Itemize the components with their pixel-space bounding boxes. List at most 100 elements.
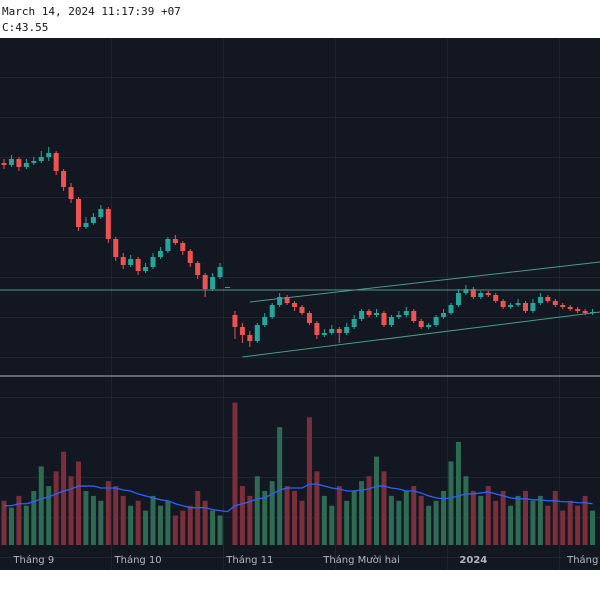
candle-body: [53, 153, 59, 171]
candle-body: [582, 311, 588, 313]
volume-bar: [292, 490, 298, 545]
volume-bar: [418, 495, 424, 545]
candle-body: [1, 163, 7, 165]
volume-bar: [351, 490, 357, 545]
volume-bar: [232, 402, 238, 545]
candle-body: [403, 311, 409, 315]
candle-body: [76, 199, 81, 227]
volume-bar: [426, 505, 432, 545]
volume-bar: [1, 500, 7, 545]
volume-bar: [537, 495, 543, 545]
volume-bar: [165, 500, 171, 545]
candle-body: [567, 307, 573, 309]
candle-body: [552, 301, 558, 305]
candle-body: [172, 239, 178, 243]
volume-bar: [16, 495, 22, 545]
volume-bar: [120, 495, 126, 545]
volume-bar: [582, 495, 588, 545]
volume-bar: [470, 490, 476, 545]
volume-bar: [575, 505, 581, 545]
volume-bar: [61, 451, 67, 545]
close-label: C:43.55: [2, 21, 49, 34]
candle-body: [418, 321, 424, 327]
volume-bar: [552, 490, 558, 545]
volume-bar: [202, 500, 208, 545]
candle-body: [83, 223, 89, 227]
volume-bar: [359, 481, 365, 545]
candle-body: [463, 289, 469, 293]
candle-body: [98, 209, 104, 217]
volume-bar: [478, 495, 484, 545]
candle-body: [560, 305, 566, 307]
volume-bar: [105, 481, 111, 545]
volume-bar: [560, 510, 566, 545]
candle-body: [470, 289, 476, 297]
candle-body: [247, 335, 253, 341]
volume-bar: [493, 500, 499, 545]
volume-bar: [143, 510, 149, 545]
candle-body: [254, 325, 260, 341]
candle-body: [493, 295, 499, 301]
x-tick-label: Tháng 11: [225, 554, 273, 566]
candle-body: [165, 239, 171, 251]
candle-body: [306, 313, 312, 323]
volume-bar: [46, 486, 52, 545]
candle-body: [269, 305, 275, 317]
candle-body: [396, 315, 402, 317]
volume-bar: [247, 495, 253, 545]
volume-bar: [463, 476, 469, 545]
volume-bar: [329, 505, 335, 545]
volume-bar: [113, 486, 119, 545]
volume-bar: [381, 471, 387, 545]
candle-body: [500, 301, 506, 307]
candle-body: [202, 275, 208, 289]
volume-bar: [90, 495, 96, 545]
volume-bar: [172, 515, 178, 545]
volume-bar: [262, 490, 268, 545]
candle-body: [90, 217, 96, 223]
volume-bar: [403, 490, 409, 545]
volume-bar: [83, 490, 89, 545]
candle-body: [388, 317, 394, 325]
candle-body: [262, 317, 268, 325]
volume-bar: [306, 417, 312, 545]
candle-body: [329, 329, 335, 333]
candle-body: [135, 259, 141, 271]
candle-body: [344, 327, 350, 333]
x-tick-label: Tháng 10: [114, 554, 162, 566]
candle-body: [336, 329, 342, 333]
x-tick-label: Tháng Mười hai: [322, 554, 400, 566]
candle-body: [455, 293, 461, 305]
candle-body: [485, 293, 491, 295]
volume-bar: [23, 505, 29, 545]
volume-bar: [523, 490, 528, 545]
volume-bar: [195, 490, 201, 545]
volume-bar: [76, 461, 81, 545]
volume-bar: [366, 476, 372, 545]
volume-bar: [277, 427, 283, 545]
volume-bar: [567, 500, 573, 545]
volume-bar: [284, 486, 290, 545]
candle-body: [187, 251, 193, 263]
candle-body: [545, 297, 551, 301]
trend-line: [242, 311, 600, 358]
candle-body: [515, 303, 521, 305]
volume-bar: [150, 495, 156, 545]
volume-bar: [157, 505, 163, 545]
volume-bar: [269, 481, 275, 545]
candle-body: [195, 263, 201, 275]
candle-body: [321, 333, 327, 335]
volume-bar: [254, 476, 260, 545]
candle-body: [284, 297, 290, 303]
volume-bar: [388, 495, 394, 545]
trend-line: [249, 261, 600, 303]
candle-body: [530, 303, 536, 311]
candle-body: [314, 323, 320, 335]
candle-body: [433, 317, 439, 325]
volume-bar: [128, 505, 134, 545]
candle-body: [277, 297, 283, 305]
candle-body: [38, 157, 44, 161]
candle-body: [128, 259, 134, 265]
